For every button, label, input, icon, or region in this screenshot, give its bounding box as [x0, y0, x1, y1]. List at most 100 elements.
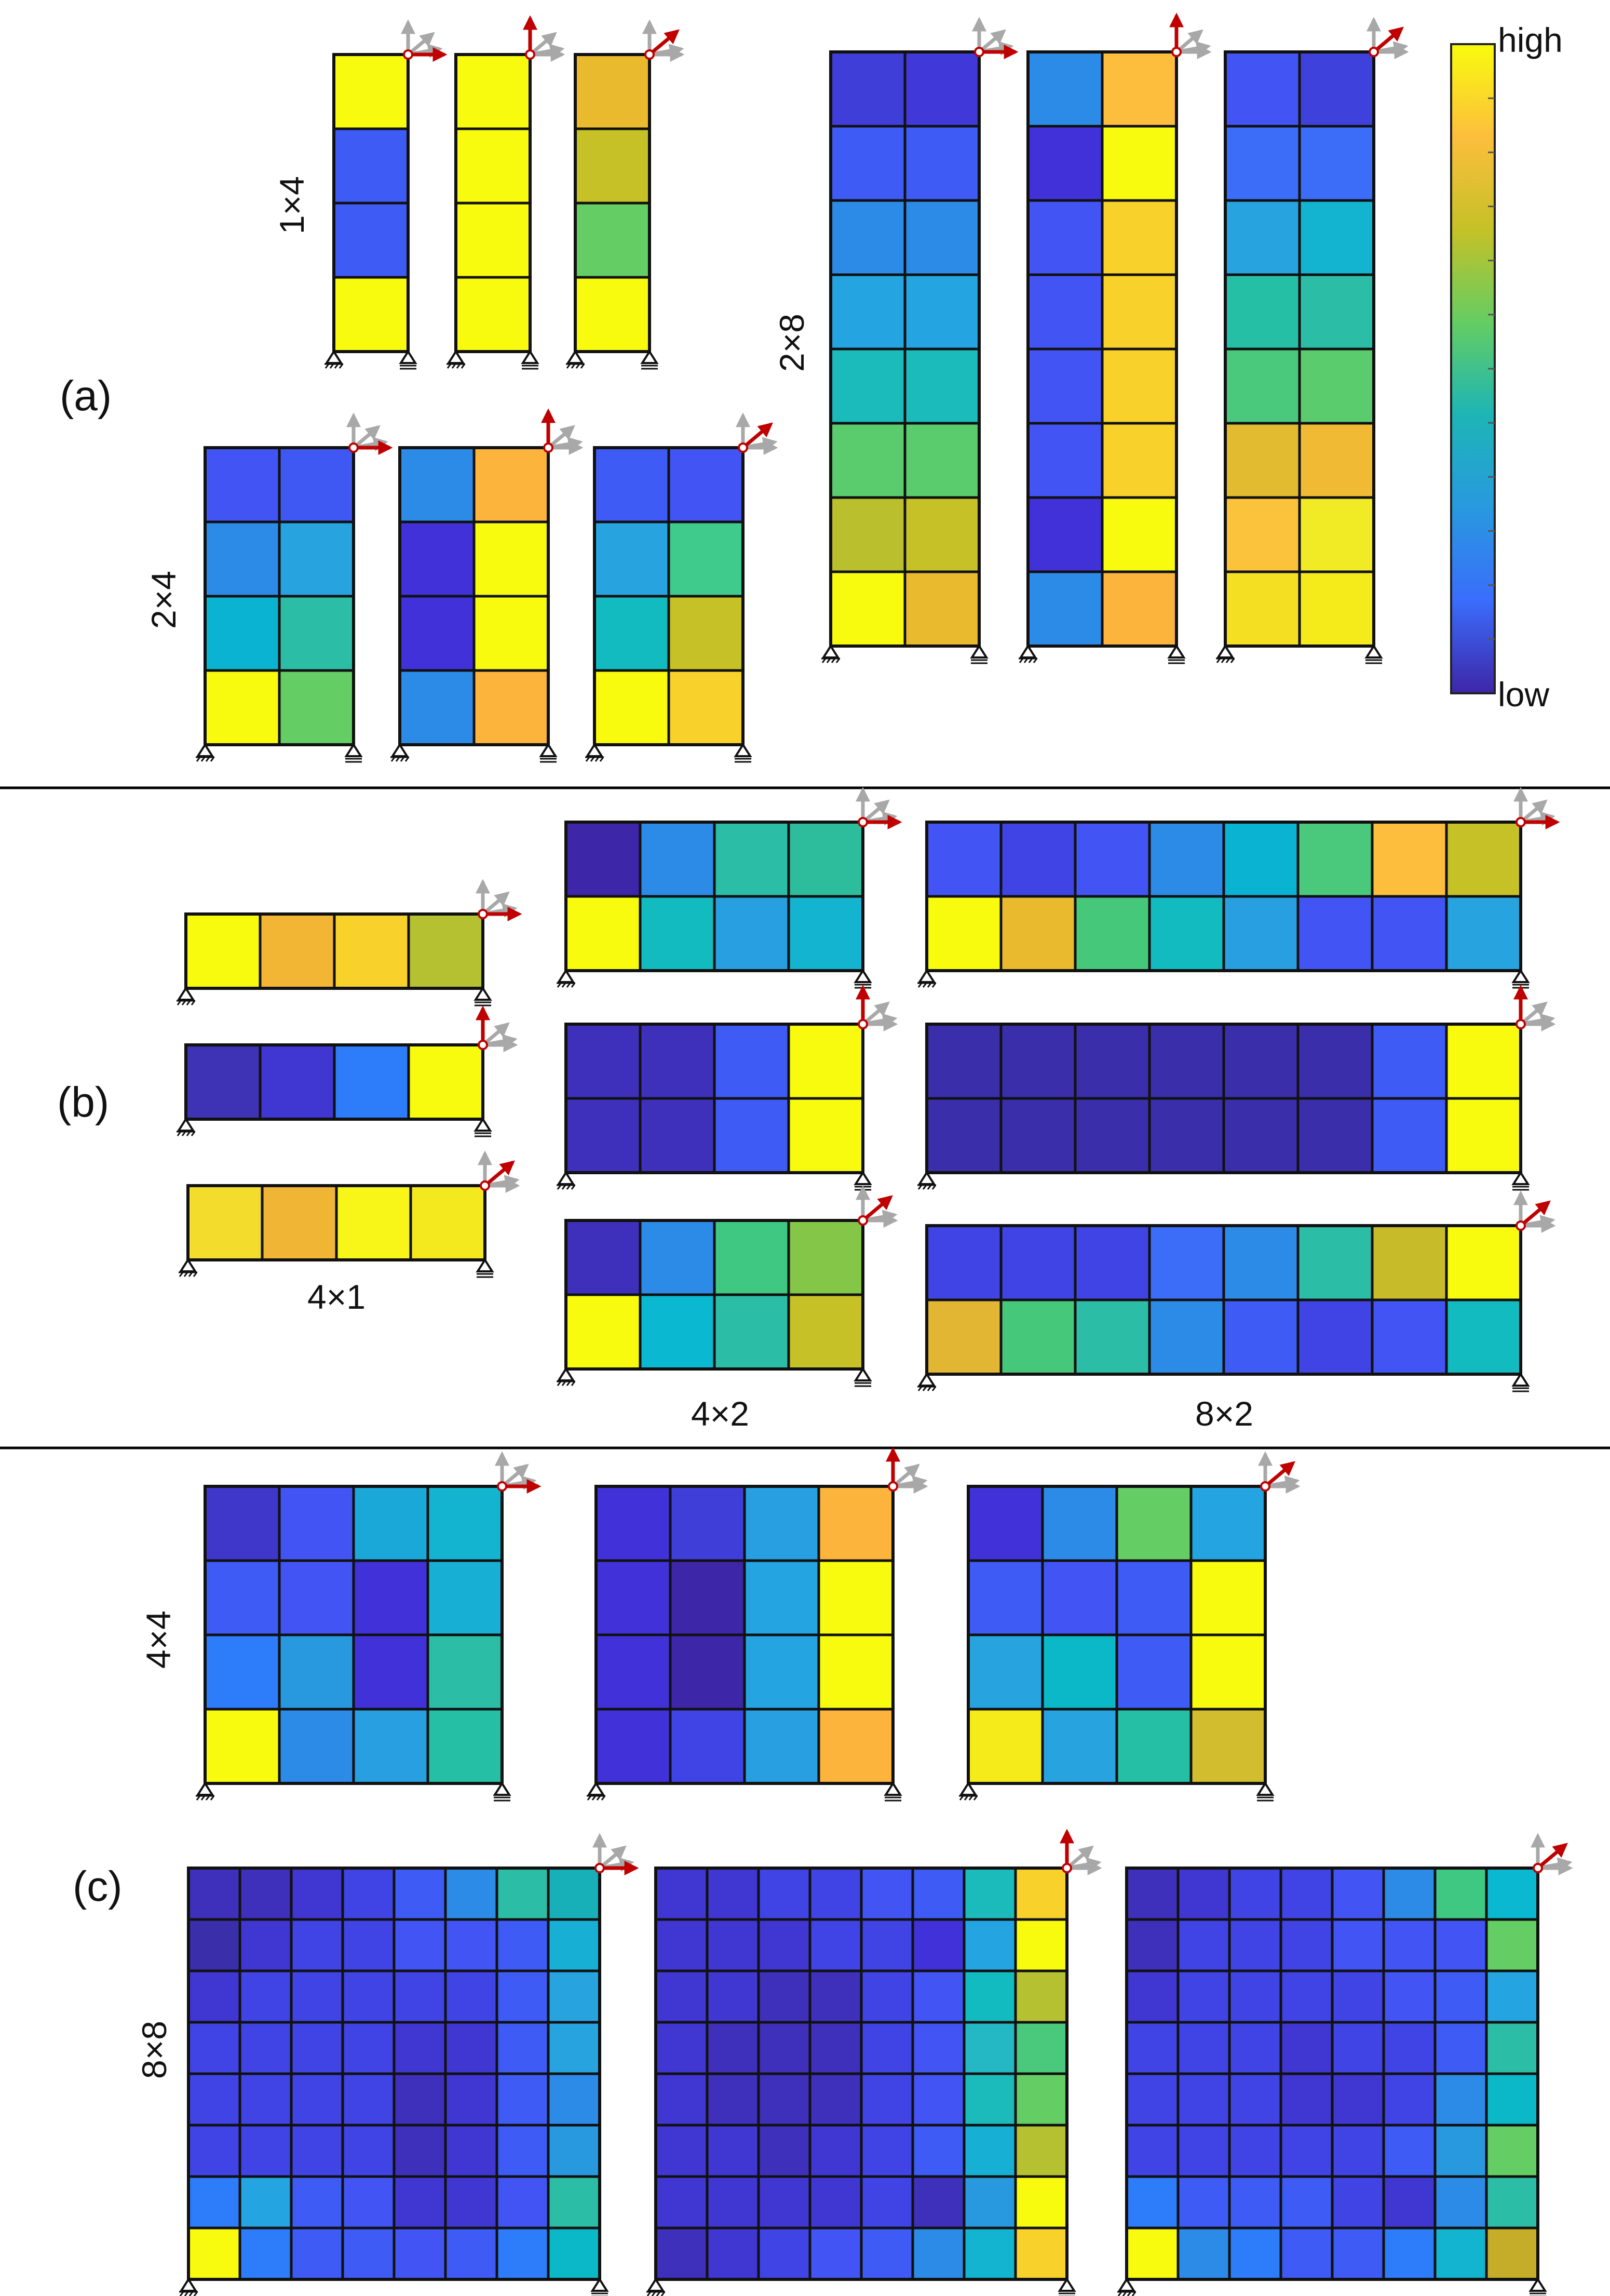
load-arrow-alternative	[892, 1475, 928, 1490]
design-cell	[787, 1219, 864, 1296]
group-label-8x8: 8×8	[135, 2021, 173, 2079]
design-cell	[564, 1023, 642, 1100]
roller-support	[1511, 1171, 1530, 1191]
design-cell	[1041, 1485, 1118, 1562]
design-cell	[808, 2021, 863, 2075]
design-cell	[472, 520, 550, 598]
panel-outline	[186, 1184, 486, 1261]
design-cell	[341, 1867, 396, 1921]
design-cell	[1382, 2124, 1437, 2178]
design-cell	[808, 1918, 863, 1972]
design-cell	[1026, 422, 1104, 499]
design-cell	[787, 1293, 864, 1371]
design-cell	[495, 2124, 550, 2178]
design-cell	[1026, 50, 1104, 128]
load-arrow-alternative	[1176, 41, 1211, 56]
design-cell	[1026, 570, 1104, 648]
panel-outline	[967, 1485, 1267, 1785]
design-cell	[184, 1043, 262, 1121]
design-cell	[1224, 273, 1301, 351]
design-cell	[407, 1043, 484, 1121]
design-cell	[278, 1708, 355, 1785]
panel-outline	[187, 1867, 601, 2281]
group-label-4x4: 4×4	[139, 1610, 178, 1669]
load-arrows	[736, 412, 778, 455]
design-cell	[1371, 821, 1448, 898]
design-cell	[574, 53, 651, 130]
design-cell	[1189, 1633, 1267, 1711]
design-cell	[332, 127, 410, 205]
design-cell	[1115, 1633, 1193, 1711]
design-cell	[204, 669, 281, 746]
design-cell	[444, 2072, 498, 2127]
design-cell	[903, 273, 981, 351]
design-cell	[911, 1918, 966, 1972]
design-cell	[290, 2175, 344, 2230]
design-cell	[925, 821, 1003, 898]
design-cell	[444, 2021, 498, 2075]
design-cell	[184, 912, 262, 990]
design-cell	[639, 1219, 716, 1296]
design-cell	[547, 1918, 601, 1972]
load-arrow-alternative	[407, 32, 435, 56]
design-cell	[1224, 125, 1301, 202]
design-cell	[1101, 570, 1178, 648]
design-cell	[454, 276, 532, 353]
load-point	[594, 1863, 605, 1873]
load-arrow-alternative	[500, 1463, 529, 1488]
panel-2×4-diagonal	[585, 412, 778, 763]
design-cell	[238, 2124, 293, 2178]
design-cell	[204, 1485, 281, 1562]
load-point	[497, 1481, 507, 1492]
design-cell	[1101, 347, 1178, 425]
design-cell	[1115, 1485, 1193, 1562]
load-point	[858, 1019, 868, 1029]
colorbar-high-label: high	[1498, 21, 1563, 59]
design-cell	[290, 2226, 344, 2281]
pin-support	[196, 1781, 215, 1801]
design-cell	[290, 2072, 344, 2127]
design-cell	[817, 1708, 895, 1785]
design-cell	[393, 1969, 447, 2024]
group-label-8x2: 8×2	[1195, 1394, 1253, 1433]
design-cell	[1485, 2021, 1539, 2075]
design-cell	[860, 1969, 914, 2024]
design-cell	[667, 669, 745, 746]
design-cell	[238, 2072, 293, 2127]
pin-support	[821, 644, 841, 663]
design-cell	[1445, 1298, 1522, 1376]
design-cell	[1224, 199, 1301, 276]
design-cell	[787, 1097, 864, 1174]
design-cell	[278, 669, 355, 746]
design-cell	[925, 895, 1003, 972]
load-arrow-alternative	[978, 29, 1006, 53]
load-arrow-alternative	[352, 425, 381, 449]
design-cell	[187, 2226, 241, 2281]
design-cell	[1382, 1969, 1437, 2024]
design-cell	[808, 2175, 863, 2230]
design-cell	[757, 1867, 811, 1921]
design-cell	[1148, 821, 1225, 898]
design-cell	[639, 895, 716, 972]
design-cell	[639, 1293, 716, 1371]
design-cell	[1148, 1298, 1225, 1376]
design-cell	[999, 1097, 1077, 1174]
roller-support	[854, 1367, 872, 1387]
design-cell	[1148, 1023, 1225, 1100]
design-cell	[204, 595, 281, 672]
design-cell	[444, 2175, 498, 2230]
panel-outline	[1125, 1867, 1539, 2281]
design-cell	[472, 446, 550, 523]
panel-8×8-horizontal	[179, 1833, 639, 2296]
load-arrow-alternative	[1520, 1013, 1555, 1028]
design-cell	[808, 1969, 863, 2024]
design-cell	[341, 2175, 396, 2230]
design-cell	[1433, 1918, 1488, 1972]
design-cell	[860, 2124, 914, 2178]
design-cell	[963, 2226, 1017, 2281]
design-cell	[743, 1559, 820, 1636]
load-arrow-alternative	[861, 799, 890, 824]
design-cell	[829, 273, 907, 351]
design-cell	[1148, 895, 1225, 972]
roller-support	[344, 743, 363, 763]
